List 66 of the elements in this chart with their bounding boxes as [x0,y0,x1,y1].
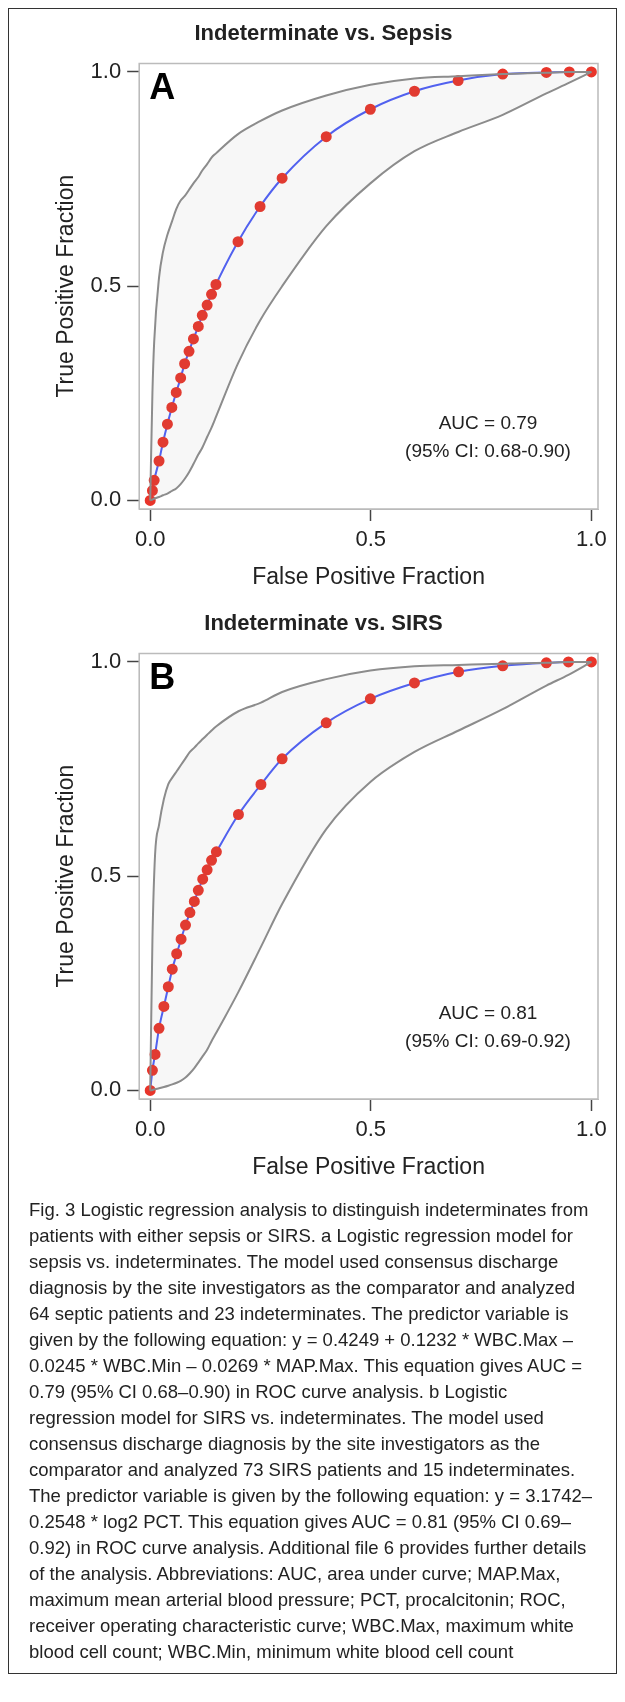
y-tick-label: 0.0 [90,1076,122,1102]
point [170,386,182,398]
x-tick-label: 0.0 [134,526,166,552]
x-axis-title: False Positive Fraction [252,562,485,589]
point [210,278,222,290]
point [197,873,209,885]
point [408,85,420,97]
point [166,401,178,413]
point [192,884,204,896]
x-axis-title: False Positive Fraction [252,1152,485,1179]
point [183,345,195,357]
text: Fig. 3 Logistic regression analysis to distinguish indeterminates from patients with either sepsis or SIRS. a Logistic regression model for sepsis vs. indeterminates. The model used consensus discharge diagnosis by the site investigators as the comparator and analyzed 64 septic patients and 23 indeterminates. The predictor variable is given by the following equation: y = 0.4249 + 0.1232 * WBC.Max – 0.0245 * WBC.Min – 0.0269 * MAP.Max. This equation gives AUC = 0.79 (95% CI 0.68–0.90) in ROC curve analysis. b Logistic regression model for SIRS vs. indeterminates. The model used consensus discharge diagnosis by the site investigators as the comparator and analyzed 73 SIRS patients and 15 indeterminates. The predictor variable is given by the following equation: y = 3.1742–0.2548 * log2 PCT. This equation gives AUC = 0.81 (95% CI 0.69–0.92) in ROC curve analysis. Additional file 6 provides further details of the analysis. Abbreviations: AUC, area under curve; MAP.Max, maximum mean arterial blood pressure; PCT, procalcitonin; ROC, receiver operating characteristic curve; WBC.Max, maximum white blood cell count; WBC.Min, minimum white blood cell count [29,1199,593,1662]
point [364,693,376,705]
point [206,288,218,300]
point [276,172,288,184]
y-tick-label: 0.0 [90,486,122,512]
y-tick-label: 0.5 [90,272,122,298]
chart-title: Indeterminate vs. SIRS [204,610,443,636]
point [210,846,222,858]
x-tick-label: 0.5 [355,1116,387,1142]
point [166,963,178,975]
point [232,236,244,248]
point [320,131,332,143]
annotation: A [149,66,176,108]
x-tick-label: 1.0 [576,1116,607,1142]
point [180,919,192,931]
point [201,864,213,876]
point [254,201,266,213]
y-tick-label: 0.5 [90,862,122,888]
y-axis-title: True Positive Fraction [52,174,79,398]
point [201,299,213,311]
point [232,809,244,820]
point [196,309,208,321]
annotation: (95% CI: 0.68-0.90) [405,440,571,461]
point [408,677,420,689]
annotation: (95% CI: 0.69-0.92) [405,1030,571,1051]
point [171,948,183,960]
point [179,358,191,370]
y-tick-label: 1.0 [90,648,122,674]
point [153,1022,165,1034]
x-tick-label: 1.0 [576,526,607,552]
point [206,854,218,866]
y-axis-title: True Positive Fraction [52,764,79,988]
point [276,753,288,765]
point [153,455,165,467]
annotation: B [149,656,176,698]
point [158,1000,170,1012]
annotation: AUC = 0.81 [438,1002,538,1023]
point [188,895,200,907]
x-tick-label: 0.0 [134,1116,166,1142]
point [157,436,169,448]
point [255,779,267,791]
x-tick-label: 0.5 [355,526,387,552]
y-tick-label: 1.0 [90,58,122,84]
point [192,320,204,332]
point [320,717,332,729]
point [175,933,187,945]
point [364,103,376,115]
point [162,981,174,993]
point [453,666,465,678]
chart-title: Indeterminate vs. Sepsis [194,20,453,46]
annotation: AUC = 0.79 [438,412,538,433]
point [184,907,196,919]
point [175,372,187,384]
point [161,418,173,430]
point [187,333,199,345]
